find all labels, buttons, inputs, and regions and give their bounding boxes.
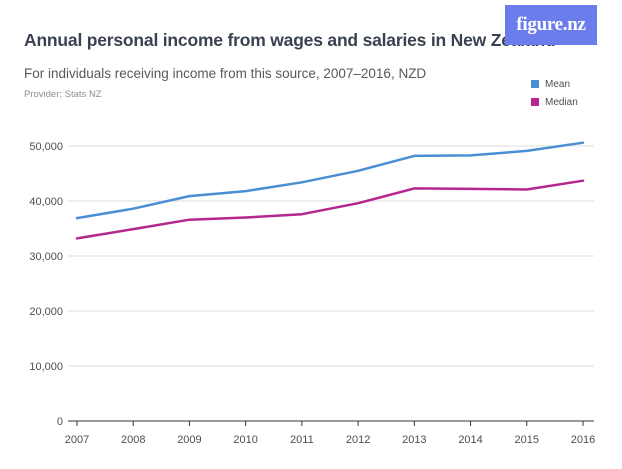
x-tick-label: 2015 [515,434,539,446]
y-tick-label: 0 [57,416,63,428]
legend-swatch-mean [531,80,539,88]
series-line-mean [75,141,585,220]
x-tick-label: 2010 [233,434,257,446]
x-tick-label: 2009 [177,434,201,446]
y-tick-label: 40,000 [29,196,63,208]
y-tick-label: 30,000 [29,251,63,263]
logo-text: figure.nz [516,14,586,35]
x-tick-label: 2007 [65,434,89,446]
legend-item-median: Median [531,93,578,111]
series-line-median [75,179,585,240]
legend-label-mean: Mean [545,78,571,90]
x-tick-label: 2016 [571,434,595,446]
legend-label-median: Median [545,96,578,108]
figure-nz-logo[interactable]: figure.nz [505,5,597,45]
x-tick-label: 2008 [121,434,145,446]
chart-legend: Mean Median [531,75,578,111]
chart-title: Annual personal income from wages and sa… [24,30,556,50]
x-tick-label: 2011 [290,434,314,446]
y-tick-label: 20,000 [29,306,63,318]
y-tick-label: 50,000 [29,141,63,153]
y-tick-label: 10,000 [29,361,63,373]
x-tick-label: 2014 [458,434,482,446]
chart-subtitle: For individuals receiving income from th… [24,66,427,81]
legend-swatch-median [531,98,539,106]
x-tick-label: 2013 [402,434,426,446]
data-provider: Provider: Stats NZ [24,89,102,100]
legend-item-mean: Mean [531,75,578,93]
x-tick-label: 2012 [346,434,370,446]
